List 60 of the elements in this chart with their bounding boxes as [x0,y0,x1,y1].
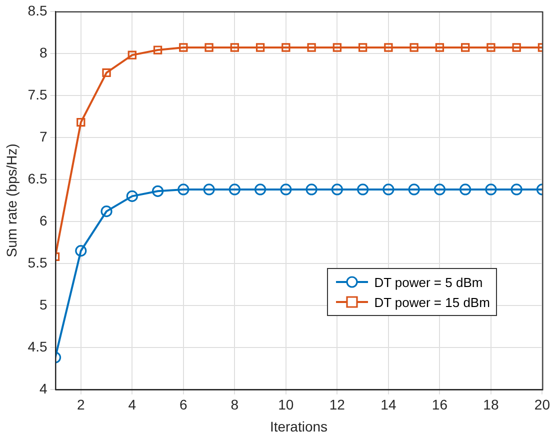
y-tick-label: 7.5 [28,86,48,102]
x-tick-label: 10 [278,396,294,413]
point [510,184,522,196]
point [486,43,496,52]
y-tick-label: 7 [39,128,48,144]
point [512,43,521,52]
legend-label: DT power = 15 dBm [374,294,490,310]
point [306,184,318,196]
x-tick-label: 16 [432,396,448,413]
y-tick-label: 4.5 [28,338,48,354]
point [282,43,290,52]
point [485,184,497,196]
point [228,184,240,196]
y-tick-label: 6 [39,212,48,228]
point [460,43,470,52]
point [434,184,446,196]
y-tick-label: 8 [39,44,48,60]
point [256,43,265,52]
y-tick-label: 5.5 [28,254,48,270]
point [331,184,343,196]
x-tick-label: 2 [76,396,85,413]
point [203,184,215,196]
x-tick-label: 18 [483,396,499,413]
point [280,184,292,196]
point [358,43,368,52]
x-tick-label: 12 [329,396,346,413]
y-tick-label: 8.5 [28,2,48,18]
point [408,184,420,196]
point [152,185,164,197]
x-tick-label: 20 [534,396,550,413]
y-tick-label: 5 [39,296,48,312]
point [410,43,418,52]
point [230,43,239,52]
point [100,206,112,218]
point [204,43,214,52]
point [128,50,136,60]
point [307,43,316,52]
point [332,43,342,52]
point [76,118,86,127]
point [126,190,138,202]
point [75,245,87,257]
point [382,184,394,196]
point [178,184,190,196]
point [153,46,162,54]
point [179,43,188,52]
x-tick-label: 8 [230,396,239,413]
point [384,43,393,52]
x-tick-label: 14 [380,396,396,413]
point [460,184,472,196]
point [102,68,111,78]
y-axis-title: Sum rate (bps/Hz) [3,144,20,258]
y-tick-label: 4 [39,380,48,396]
point [357,184,369,196]
x-axis-title: Iterations [270,418,328,434]
legend-label: DT power = 5 dBm [374,274,483,290]
point [435,43,444,52]
x-tick-label: 6 [180,396,188,413]
point [254,184,266,196]
x-tick-label: 4 [128,396,136,413]
y-tick-label: 6.5 [28,170,48,186]
